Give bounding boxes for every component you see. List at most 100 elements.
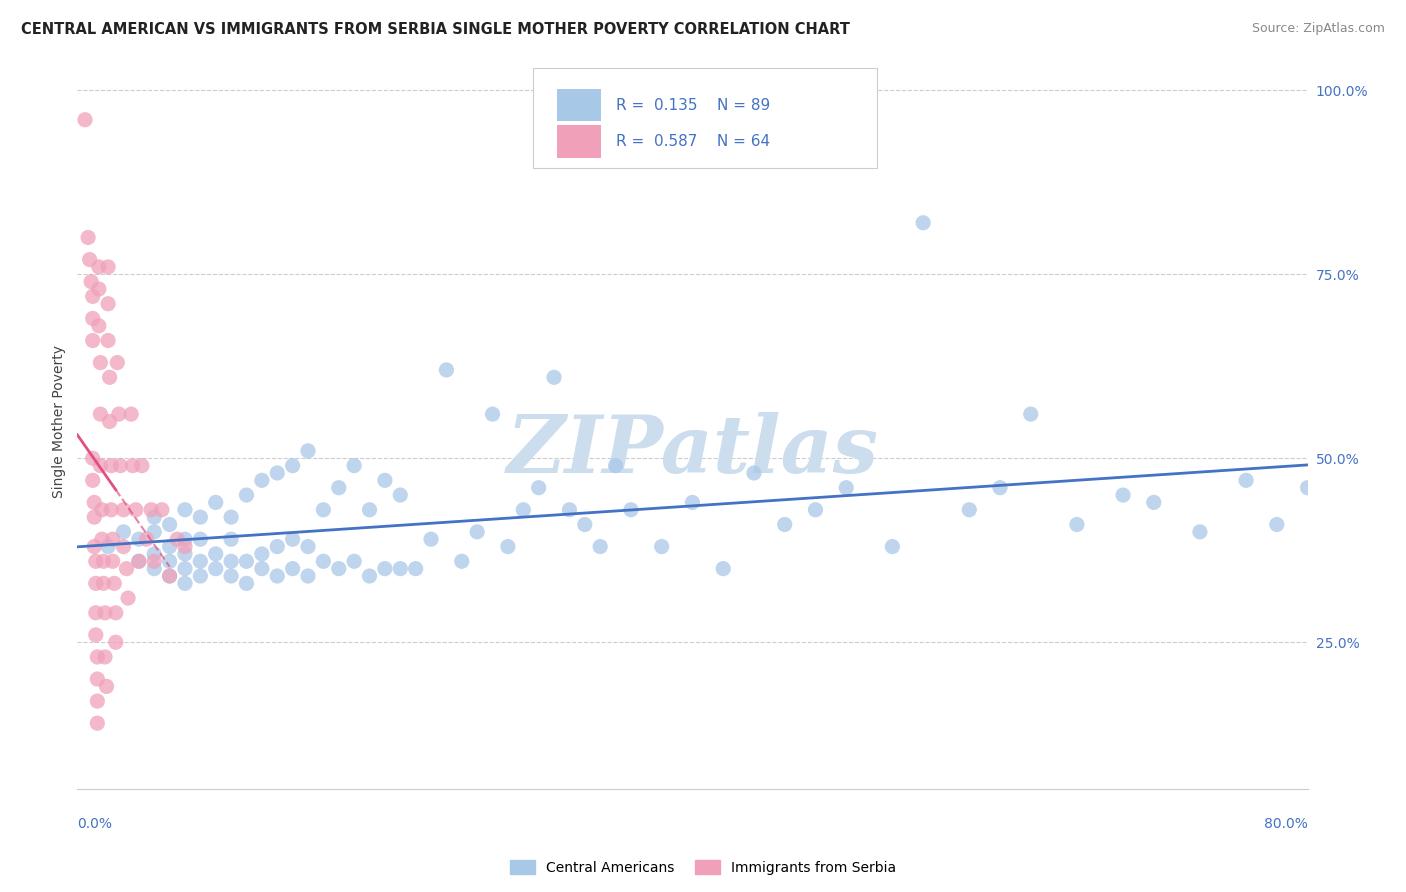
Point xyxy=(150,503,173,517)
Point xyxy=(328,562,350,576)
Point xyxy=(87,282,110,296)
Point xyxy=(605,458,627,473)
Point xyxy=(420,532,443,546)
Point xyxy=(574,517,596,532)
Point xyxy=(359,503,381,517)
Point xyxy=(174,562,197,576)
Point xyxy=(343,554,366,568)
Point xyxy=(104,635,127,649)
Point xyxy=(359,569,381,583)
Point xyxy=(804,503,827,517)
Point xyxy=(143,524,166,539)
Point xyxy=(80,275,103,289)
Text: Source: ZipAtlas.com: Source: ZipAtlas.com xyxy=(1251,22,1385,36)
Point xyxy=(219,554,242,568)
Point xyxy=(450,554,472,568)
Point xyxy=(266,540,288,554)
Point xyxy=(988,481,1011,495)
Point xyxy=(297,540,319,554)
FancyBboxPatch shape xyxy=(557,89,602,121)
Point xyxy=(711,562,734,576)
Text: 80.0%: 80.0% xyxy=(1264,817,1308,830)
Point xyxy=(235,488,257,502)
Point xyxy=(143,554,166,568)
Point xyxy=(90,503,114,517)
Point xyxy=(97,334,120,348)
Y-axis label: Single Mother Poverty: Single Mother Poverty xyxy=(52,345,66,498)
Point xyxy=(89,356,111,370)
Point xyxy=(219,510,242,524)
Point xyxy=(188,554,212,568)
Point xyxy=(250,562,273,576)
Point xyxy=(96,680,118,694)
Point xyxy=(159,569,181,583)
Point xyxy=(389,488,412,502)
Point xyxy=(204,547,226,561)
Point xyxy=(131,458,153,473)
Point xyxy=(297,444,319,458)
Point xyxy=(112,524,135,539)
Point xyxy=(188,510,212,524)
Point xyxy=(651,540,673,554)
Point xyxy=(94,606,117,620)
Point xyxy=(120,407,142,421)
Point xyxy=(128,554,150,568)
Point xyxy=(374,562,396,576)
Point xyxy=(100,503,122,517)
Point xyxy=(97,540,120,554)
Point xyxy=(86,672,108,686)
Point xyxy=(281,562,304,576)
Point xyxy=(89,407,111,421)
Point xyxy=(174,540,197,554)
Point xyxy=(174,576,197,591)
Point xyxy=(86,716,108,731)
FancyBboxPatch shape xyxy=(533,69,877,168)
Point xyxy=(281,532,304,546)
Point xyxy=(83,495,105,509)
Point xyxy=(112,503,135,517)
Point xyxy=(166,532,188,546)
Point xyxy=(97,260,120,274)
Text: R =  0.587    N = 64: R = 0.587 N = 64 xyxy=(616,134,770,149)
Point xyxy=(235,576,257,591)
Point xyxy=(82,451,104,466)
Point xyxy=(405,562,427,576)
Point xyxy=(135,532,157,546)
Point xyxy=(159,554,181,568)
Point xyxy=(97,297,120,311)
Point xyxy=(1296,481,1319,495)
Point xyxy=(882,540,904,554)
Point xyxy=(82,289,104,303)
Point xyxy=(558,503,581,517)
Point xyxy=(188,569,212,583)
Point xyxy=(436,363,458,377)
Point xyxy=(117,591,139,606)
Point xyxy=(266,569,288,583)
Point xyxy=(250,547,273,561)
Point xyxy=(1188,524,1211,539)
Point xyxy=(103,576,125,591)
Point xyxy=(1234,474,1257,488)
Point xyxy=(84,576,107,591)
Point xyxy=(101,554,124,568)
Point xyxy=(957,503,980,517)
Point xyxy=(89,458,111,473)
Point xyxy=(73,112,96,127)
Point xyxy=(204,495,226,509)
Point xyxy=(98,414,121,429)
Point xyxy=(374,474,396,488)
Point xyxy=(82,311,104,326)
Point xyxy=(115,562,138,576)
Point xyxy=(620,503,643,517)
Point xyxy=(174,547,197,561)
Point xyxy=(121,458,143,473)
Point xyxy=(496,540,519,554)
Point xyxy=(93,576,115,591)
Point xyxy=(98,370,121,384)
Point xyxy=(1265,517,1288,532)
Point xyxy=(835,481,858,495)
Point xyxy=(188,532,212,546)
Point xyxy=(86,694,108,708)
Point xyxy=(1066,517,1088,532)
Point xyxy=(312,503,335,517)
